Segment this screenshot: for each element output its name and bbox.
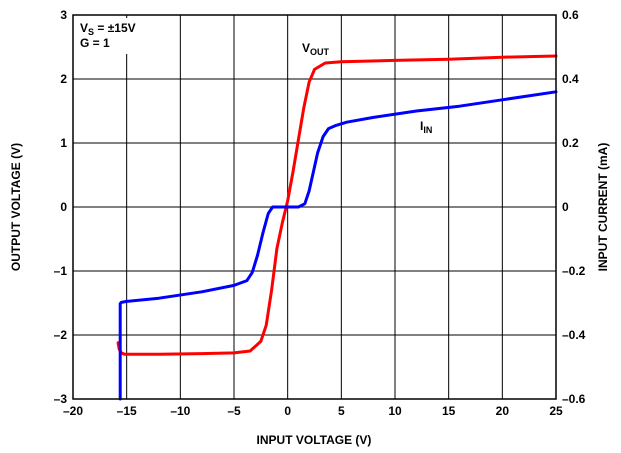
vout-series-label: VOUT: [302, 41, 330, 57]
plot-frame: [72, 14, 557, 400]
annotation-background: [76, 18, 174, 54]
iin-series-line: [118, 90, 558, 401]
y2-tick-label: 0.6: [562, 8, 579, 22]
x-tick-label: –10: [170, 404, 190, 418]
x-tick-label: –5: [227, 404, 241, 418]
vout-series-line: [116, 54, 558, 356]
tick-labels: –20 –15 –10 –5 0 5 10 15 20 25–3–2–10123–0.6–0.4–…: [54, 8, 586, 418]
x-tick-label: –20: [63, 404, 83, 418]
y2-tick-label: 0.2: [562, 136, 579, 150]
x-tick-label: 5: [338, 404, 345, 418]
x-tick-label: 0: [284, 404, 291, 418]
supply-voltage-label: VS = ±15V: [80, 21, 136, 37]
conditions-annotation: VS = ±15V G = 1: [76, 18, 174, 54]
x-tick-label: 10: [388, 404, 402, 418]
y-tick-label: –3: [54, 392, 68, 406]
x-axis-label: INPUT VOLTAGE (V): [257, 433, 372, 447]
y-axis-label: OUTPUT VOLTAGE (V): [9, 143, 23, 271]
y2-tick-label: 0: [562, 200, 569, 214]
y-tick-label: 2: [60, 72, 67, 86]
y2-tick-label: –0.4: [562, 328, 586, 342]
x-tick-label: 15: [442, 404, 456, 418]
y-tick-label: –1: [54, 264, 68, 278]
y-tick-label: –2: [54, 328, 68, 342]
y-tick-label: 3: [60, 8, 67, 22]
y2-axis-label: INPUT CURRENT (mA): [596, 143, 610, 272]
x-tick-label: 20: [496, 404, 510, 418]
y2-tick-label: –0.6: [562, 392, 586, 406]
iin-series-label: IIN: [420, 119, 432, 135]
x-tick-label: 25: [549, 404, 563, 418]
gain-label: G = 1: [80, 36, 110, 50]
y-tick-label: 1: [60, 136, 67, 150]
y2-tick-label: 0.4: [562, 72, 579, 86]
y-tick-label: 0: [60, 200, 67, 214]
x-tick-label: –15: [117, 404, 137, 418]
series-layer: [116, 54, 558, 401]
y2-tick-label: –0.2: [562, 264, 586, 278]
